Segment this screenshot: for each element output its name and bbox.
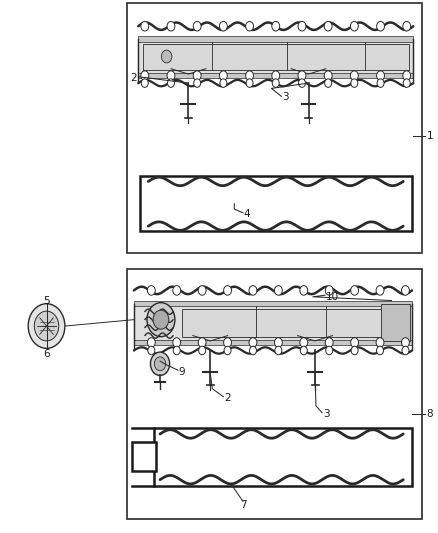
- Circle shape: [249, 286, 257, 295]
- Circle shape: [220, 79, 227, 87]
- Circle shape: [167, 21, 175, 31]
- Text: 8: 8: [426, 409, 433, 419]
- Circle shape: [350, 71, 358, 80]
- Circle shape: [34, 311, 59, 341]
- Text: 2: 2: [224, 393, 231, 403]
- Circle shape: [150, 352, 170, 375]
- Circle shape: [224, 286, 232, 295]
- Bar: [138, 39, 413, 74]
- Circle shape: [224, 346, 231, 355]
- Circle shape: [275, 286, 283, 295]
- Bar: [153, 427, 412, 486]
- Circle shape: [402, 338, 410, 348]
- Circle shape: [224, 338, 232, 348]
- Circle shape: [376, 338, 384, 348]
- Circle shape: [351, 346, 358, 355]
- Circle shape: [300, 286, 308, 295]
- Text: 3: 3: [283, 92, 289, 102]
- Circle shape: [377, 346, 384, 355]
- Bar: [138, 36, 413, 42]
- Circle shape: [167, 79, 174, 87]
- Circle shape: [272, 79, 279, 87]
- Circle shape: [403, 71, 411, 80]
- Circle shape: [350, 21, 358, 31]
- Circle shape: [300, 346, 307, 355]
- Circle shape: [193, 21, 201, 31]
- Circle shape: [199, 346, 205, 355]
- Circle shape: [173, 346, 180, 355]
- Circle shape: [249, 338, 257, 348]
- Circle shape: [250, 346, 257, 355]
- Text: 4: 4: [244, 209, 251, 220]
- Bar: [127, 269, 422, 519]
- Circle shape: [141, 79, 148, 87]
- Text: 1: 1: [426, 131, 433, 141]
- Circle shape: [148, 286, 155, 295]
- Circle shape: [402, 286, 410, 295]
- Bar: [127, 3, 422, 253]
- Circle shape: [154, 357, 166, 370]
- Bar: [134, 301, 412, 306]
- Circle shape: [194, 79, 201, 87]
- Circle shape: [377, 21, 385, 31]
- Text: 5: 5: [43, 295, 50, 305]
- Text: 9: 9: [179, 367, 185, 377]
- Circle shape: [148, 338, 155, 348]
- Circle shape: [272, 21, 280, 31]
- Bar: [134, 304, 412, 341]
- Circle shape: [173, 286, 180, 295]
- Circle shape: [272, 71, 280, 80]
- Text: 7: 7: [240, 499, 246, 510]
- Circle shape: [198, 286, 206, 295]
- Circle shape: [275, 338, 283, 348]
- Text: 6: 6: [43, 349, 50, 359]
- Circle shape: [300, 338, 308, 348]
- Circle shape: [376, 286, 384, 295]
- Circle shape: [275, 346, 282, 355]
- Circle shape: [298, 79, 305, 87]
- Circle shape: [298, 21, 306, 31]
- Circle shape: [193, 71, 201, 80]
- Circle shape: [351, 79, 358, 87]
- Text: 10: 10: [326, 292, 339, 302]
- Circle shape: [351, 286, 359, 295]
- Circle shape: [28, 304, 65, 349]
- Circle shape: [219, 21, 227, 31]
- Text: 3: 3: [323, 409, 329, 419]
- Circle shape: [246, 79, 253, 87]
- Bar: [182, 309, 408, 337]
- Circle shape: [141, 71, 149, 80]
- Bar: [132, 442, 155, 471]
- Circle shape: [351, 338, 359, 348]
- Bar: [134, 340, 412, 345]
- Circle shape: [198, 338, 206, 348]
- Circle shape: [324, 71, 332, 80]
- Circle shape: [167, 71, 175, 80]
- Bar: [138, 73, 413, 78]
- Circle shape: [147, 303, 175, 337]
- Circle shape: [377, 79, 384, 87]
- Circle shape: [403, 79, 410, 87]
- Circle shape: [161, 50, 172, 63]
- Circle shape: [219, 71, 227, 80]
- Circle shape: [325, 338, 333, 348]
- Circle shape: [325, 286, 333, 295]
- Text: 2: 2: [130, 73, 137, 83]
- Circle shape: [325, 79, 332, 87]
- Circle shape: [326, 346, 333, 355]
- Bar: [143, 44, 409, 70]
- Circle shape: [246, 71, 254, 80]
- Bar: [381, 304, 410, 341]
- Bar: [140, 176, 412, 231]
- Circle shape: [403, 21, 411, 31]
- Circle shape: [153, 310, 169, 329]
- Circle shape: [141, 21, 149, 31]
- Circle shape: [246, 21, 254, 31]
- Circle shape: [148, 346, 155, 355]
- Circle shape: [402, 346, 409, 355]
- Circle shape: [298, 71, 306, 80]
- Circle shape: [377, 71, 385, 80]
- Circle shape: [173, 338, 180, 348]
- Circle shape: [324, 21, 332, 31]
